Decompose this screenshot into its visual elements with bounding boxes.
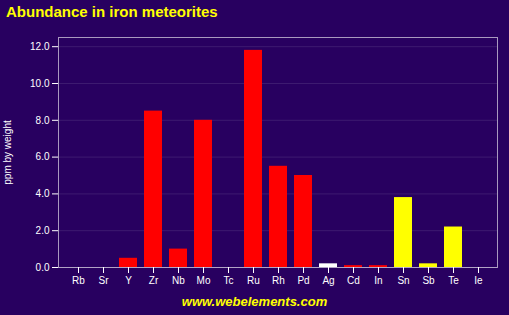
svg-text:ppm by weight: ppm by weight bbox=[2, 120, 13, 185]
svg-text:Ru: Ru bbox=[247, 275, 260, 286]
svg-text:Tc: Tc bbox=[224, 275, 234, 286]
svg-text:Sr: Sr bbox=[99, 275, 110, 286]
svg-text:Mo: Mo bbox=[197, 275, 211, 286]
html-text:www.webelements.com: www.webelements.com bbox=[181, 294, 328, 309]
svg-text:In: In bbox=[374, 275, 382, 286]
svg-text:10.0: 10.0 bbox=[30, 78, 50, 89]
svg-text:Pd: Pd bbox=[297, 275, 309, 286]
svg-text:Cd: Cd bbox=[347, 275, 360, 286]
svg-text:4.0: 4.0 bbox=[36, 188, 50, 199]
svg-text:6.0: 6.0 bbox=[36, 151, 50, 162]
svg-text:8.0: 8.0 bbox=[36, 115, 50, 126]
svg-text:0.0: 0.0 bbox=[36, 262, 50, 273]
svg-text:Sn: Sn bbox=[397, 275, 409, 286]
svg-text:12.0: 12.0 bbox=[30, 41, 50, 52]
svg-text:Ie: Ie bbox=[474, 275, 483, 286]
html-text:Abundance in iron meteorites: Abundance in iron meteorites bbox=[6, 3, 218, 20]
svg-text:Rh: Rh bbox=[272, 275, 285, 286]
svg-text:2.0: 2.0 bbox=[36, 225, 50, 236]
svg-text:Sb: Sb bbox=[422, 275, 435, 286]
svg-text:Y: Y bbox=[125, 275, 132, 286]
svg-text:Nb: Nb bbox=[172, 275, 185, 286]
svg-text:Ag: Ag bbox=[322, 275, 334, 286]
svg-text:Te: Te bbox=[448, 275, 459, 286]
svg-text:Zr: Zr bbox=[149, 275, 159, 286]
svg-text:Rb: Rb bbox=[72, 275, 85, 286]
